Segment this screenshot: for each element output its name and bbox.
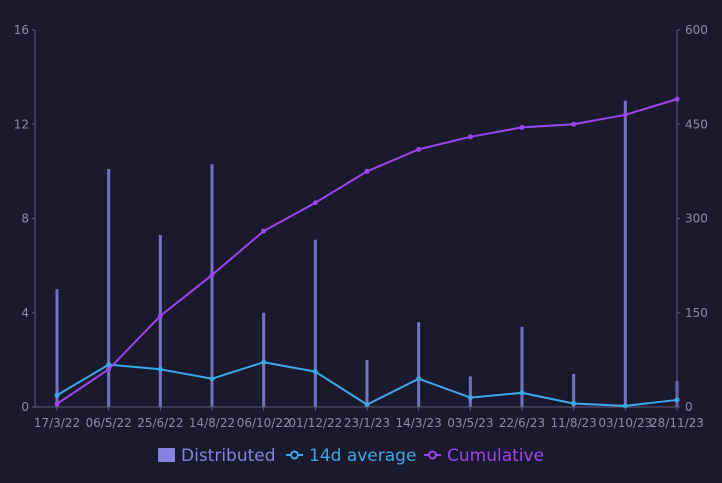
cumulative-line-point — [261, 228, 267, 234]
x-tick-label: 11/8/23 — [551, 416, 597, 430]
distributed-bar — [468, 376, 472, 407]
x-tick-label: 06/10/22 — [237, 416, 291, 430]
cumulative-line-point — [467, 134, 473, 140]
y-left-tick-label: 4 — [21, 306, 29, 320]
x-tick-label: 22/6/23 — [499, 416, 545, 430]
cumulative-line-group — [54, 96, 680, 407]
avg-line-point — [467, 395, 473, 401]
tick-labels: 0 4 8 12 16 0 150 300 450 600 17/3/22 06/5/22 25/6/2… — [14, 23, 708, 430]
cumulative-line-point — [674, 96, 680, 102]
avg-line-group — [54, 359, 680, 409]
avg-line-point — [519, 390, 525, 396]
distributed-bar — [55, 289, 59, 407]
distributed-bars — [55, 100, 679, 407]
y-left-tick-label: 12 — [14, 117, 29, 131]
cumulative-line-point — [519, 124, 525, 130]
avg-line-point — [364, 402, 370, 408]
y-right-tick-label: 300 — [685, 212, 708, 226]
x-tick-label: 14/3/23 — [396, 416, 442, 430]
cumulative-line-point — [571, 121, 577, 127]
x-tick-label: 28/11/23 — [650, 416, 704, 430]
cumulative-line-point — [209, 272, 215, 278]
x-tick-label: 06/5/22 — [86, 416, 132, 430]
distributed-bar — [417, 322, 421, 407]
avg-line-point — [674, 397, 680, 403]
axes — [34, 30, 678, 408]
distributed-bar — [210, 164, 214, 407]
distributed-bar — [365, 359, 369, 407]
legend-label-cumulative[interactable]: Cumulative — [447, 446, 544, 466]
distributed-bar — [313, 239, 317, 407]
distributed-bar — [572, 374, 576, 407]
x-tick-label: 03/10/23 — [598, 416, 652, 430]
x-tick-label: 03/5/23 — [447, 416, 493, 430]
avg-line-point — [312, 369, 318, 375]
legend-label-average[interactable]: 14d average — [309, 446, 416, 466]
avg-line-point — [622, 403, 628, 409]
cumulative-line-point — [364, 168, 370, 174]
y-right-tick-label: 0 — [685, 400, 693, 414]
y-left-tick-label: 8 — [21, 212, 29, 226]
legend-label-distributed[interactable]: Distributed — [181, 446, 276, 466]
distributed-bar — [158, 234, 162, 407]
distributed-bar — [107, 169, 111, 407]
avg-line-point — [261, 359, 267, 365]
avg-line-point — [54, 392, 60, 398]
y-left-tick-label: 0 — [21, 400, 29, 414]
legend-swatch-distributed — [158, 448, 175, 462]
distributed-bar — [623, 100, 627, 407]
avg-line-point — [416, 376, 422, 382]
cumulative-line-point — [157, 313, 163, 319]
avg-line-point — [106, 362, 112, 368]
distributed-bar — [520, 326, 524, 407]
y-left-tick-label: 16 — [14, 23, 29, 37]
x-tick-label: 14/8/22 — [189, 416, 235, 430]
avg-line-point — [571, 400, 577, 406]
y-right-tick-label: 450 — [685, 117, 708, 131]
x-tick-label: 17/3/22 — [34, 416, 80, 430]
legend-swatch-cumulative-marker — [428, 450, 437, 460]
y-right-tick-label: 150 — [685, 306, 708, 320]
cumulative-line-point — [416, 146, 422, 152]
cumulative-line-point — [106, 366, 112, 372]
cumulative-line — [56, 98, 678, 405]
cumulative-line-point — [312, 200, 318, 206]
legend[interactable]: Distributed 14d average Cumulative — [158, 446, 544, 466]
avg-line-point — [209, 376, 215, 382]
cumulative-line-point — [54, 401, 60, 407]
x-tick-label: 01/12/22 — [288, 416, 342, 430]
avg-line-point — [157, 366, 163, 372]
legend-swatch-average-marker — [290, 450, 299, 460]
x-tick-label: 23/1/23 — [344, 416, 390, 430]
x-tick-label: 25/6/22 — [137, 416, 183, 430]
cumulative-line-point — [622, 112, 628, 118]
y-right-tick-label: 600 — [685, 23, 708, 37]
